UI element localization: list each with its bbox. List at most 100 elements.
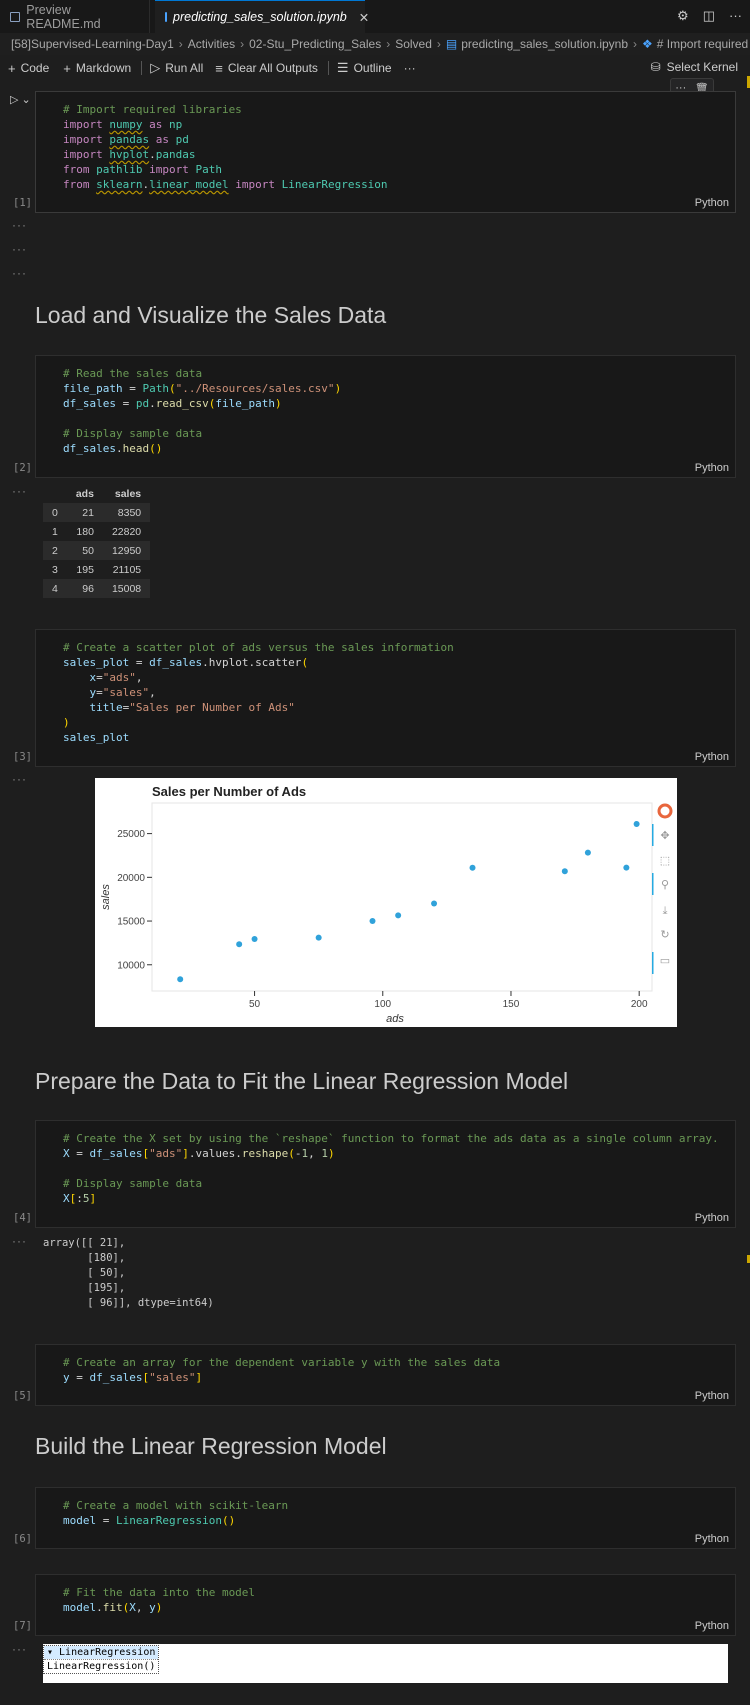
language-label[interactable]: Python [694,1533,729,1545]
scatter-point [584,849,591,856]
breadcrumb-item[interactable]: Activities [187,37,236,51]
language-label[interactable]: Python [694,462,729,474]
output-ellipsis[interactable]: ··· [12,1234,27,1248]
clear-icon: ≡ [215,60,223,76]
language-label[interactable]: Python [694,197,729,209]
scrollbar-marker [747,1255,750,1263]
code-cell[interactable]: # Create a model with scikit-learn model… [35,1487,736,1549]
y-tick-label: 25000 [117,829,145,840]
breadcrumb-item[interactable]: 02-Stu_Predicting_Sales [249,37,382,51]
breadcrumb-item[interactable]: [58]Supervised-Learning-Day1 [11,37,174,51]
plot-toolbar: ✥ ⬚ ⚲ ⤓ ↻ ▭ [652,803,673,974]
scatter-chart: Sales per Number of Ads ads sales 50 100 1… [100,784,673,1025]
bokeh-logo-icon [657,803,673,819]
cell-more-icon[interactable]: ··· [675,82,687,94]
plus-icon: + [63,60,71,76]
code-editor[interactable]: # Create a model with scikit-learn model… [63,1499,289,1527]
table-cell: 8350 [117,506,142,519]
output-ellipsis[interactable]: ··· [12,1642,27,1656]
language-label[interactable]: Python [694,1212,729,1224]
code-editor[interactable]: # Read the sales data file_path = Path("… [63,367,342,455]
column-header: sales [114,487,142,500]
select-kernel-button[interactable]: ⛁ Select Kernel [650,60,738,74]
reset-icon[interactable]: ↻ [660,929,669,941]
language-label[interactable]: Python [694,1390,729,1402]
plus-icon: + [8,60,16,76]
close-icon[interactable]: ✕ [358,10,370,25]
notebook-toolbar: + Code + Markdown ▷ Run All ≡ Clear All Outp… [0,55,750,81]
scatter-point [251,935,258,942]
code-cell[interactable]: # Create a scatter plot of ads versus th… [35,629,736,767]
scatter-point [469,864,476,871]
table-row: 0 21 8350 [43,503,151,522]
run-cell-icon[interactable]: ▷ ⌄ [10,94,31,106]
estimator-box[interactable]: ▾ LinearRegression LinearRegression() [43,1645,160,1674]
column-header: ads [75,487,94,500]
tab-notebook[interactable]: predicting_sales_solution.ipynb ✕ [155,0,369,33]
table-header-row: ads sales [43,484,150,503]
code-editor[interactable]: # Create the X set by using the `reshape… [63,1132,719,1205]
hover-icon[interactable]: ▭ [660,955,670,967]
code-cell[interactable]: # Read the sales data file_path = Path("… [35,355,736,478]
breadcrumb-item[interactable]: Solved [395,37,432,51]
output-line: [ 50], [43,1267,126,1279]
scatter-point [177,976,184,983]
execution-count: [5] [13,1390,32,1402]
code-editor[interactable]: # Create an array for the dependent vari… [63,1356,501,1384]
row-index: 4 [52,582,58,595]
scatter-plot-output: Sales per Number of Ads ads sales 50 100 1… [95,778,677,1027]
breadcrumb: [58]Supervised-Learning-Day1 › Activities… [0,33,750,55]
table-cell: 15008 [111,582,142,595]
language-label[interactable]: Python [694,751,729,763]
output-ellipsis[interactable]: ··· [12,242,27,256]
outline-button[interactable]: ☰ Outline [336,60,392,75]
box-zoom-icon[interactable]: ⬚ [660,855,670,867]
add-markdown-button[interactable]: + Markdown [63,60,132,76]
index-header [43,484,67,503]
estimator-toggle[interactable]: ▾ LinearRegression [44,1646,159,1659]
tab-preview-readme[interactable]: Preview README.md [0,0,150,33]
breadcrumb-item[interactable]: predicting_sales_solution.ipynb [461,37,629,51]
code-editor[interactable]: # Fit the data into the model model.fit(… [63,1586,256,1614]
gear-icon[interactable]: ⚙ [677,8,689,23]
x-tick-label: 100 [374,999,391,1010]
pan-tool-icon[interactable]: ✥ [660,830,669,842]
more-button[interactable]: ··· [403,61,416,75]
wheel-zoom-icon[interactable]: ⚲ [661,879,669,891]
code-editor[interactable]: # Import required libraries import numpy… [63,103,388,191]
markdown-heading: Load and Visualize the Sales Data [35,302,387,328]
x-tick-label: 150 [503,999,520,1010]
run-all-button[interactable]: ▷ Run All [150,60,204,75]
more-actions-icon[interactable]: ··· [729,8,742,23]
clear-outputs-button[interactable]: ≡ Clear All Outputs [215,60,318,76]
table-cell: 96 [82,582,94,595]
preview-icon [10,11,21,22]
x-tick-label: 50 [249,999,261,1010]
y-tick-label: 20000 [117,873,145,884]
array-output: array([[ 21], [180], [ 50], [195], [ 96]… [43,1236,214,1311]
table-row: 4 96 15008 [43,579,151,598]
breadcrumb-item[interactable]: # Import required libra [656,37,750,51]
language-label[interactable]: Python [694,1620,729,1632]
code-cell[interactable]: # Create an array for the dependent vari… [35,1344,736,1406]
code-cell[interactable]: # Create the X set by using the `reshape… [35,1120,736,1228]
split-editor-icon[interactable]: ◫ [702,8,715,23]
output-ellipsis[interactable]: ··· [12,266,27,280]
estimator-repr: LinearRegression() [44,1659,159,1673]
plot-frame [151,802,653,992]
scatter-point [633,820,640,827]
code-editor[interactable]: # Create a scatter plot of ads versus th… [63,641,454,744]
execution-count: [6] [13,1533,32,1545]
output-ellipsis[interactable]: ··· [12,484,27,498]
output-line: array([[ 21], [43,1237,126,1249]
add-code-button[interactable]: + Code [8,60,50,76]
symbol-icon: ❖ [642,37,653,51]
execution-count: [4] [13,1212,32,1224]
tab-label: predicting_sales_solution.ipynb [173,10,347,24]
kernel-icon: ⛁ [650,60,661,74]
output-ellipsis[interactable]: ··· [12,218,27,232]
save-icon[interactable]: ⤓ [663,905,668,917]
code-cell[interactable]: # Import required libraries import numpy… [35,91,736,213]
output-ellipsis[interactable]: ··· [12,772,27,786]
code-cell[interactable]: # Fit the data into the model model.fit(… [35,1574,736,1636]
